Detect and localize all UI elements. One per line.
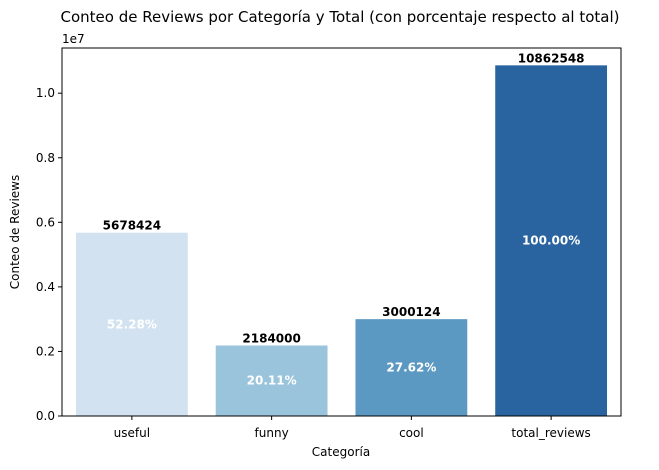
x-tick-label: useful xyxy=(114,426,150,440)
y-axis: 0.0 0.2 0.4 0.6 0.8 1.0 xyxy=(36,86,62,423)
percent-label-funny: 20.11% xyxy=(247,374,297,388)
y-tick-label: 0.4 xyxy=(36,280,55,294)
value-label-funny: 2184000 xyxy=(242,331,300,345)
bar-cool xyxy=(355,319,468,416)
x-tick-label: total_reviews xyxy=(511,426,590,440)
x-tick-label: funny xyxy=(255,426,289,440)
bar-total_reviews xyxy=(495,65,608,416)
y-tick-label: 0.8 xyxy=(36,151,55,165)
bar-funny xyxy=(215,345,328,416)
percent-label-total_reviews: 100.00% xyxy=(522,234,580,248)
y-axis-label: Conteo de Reviews xyxy=(8,175,22,289)
y-tick-label: 0.0 xyxy=(36,409,55,423)
y-tick-label: 0.6 xyxy=(36,215,55,229)
y-axis-offset-label: 1e7 xyxy=(62,32,85,46)
x-tick-label: cool xyxy=(399,426,424,440)
percent-label-cool: 27.62% xyxy=(386,361,436,375)
chart-title: Conteo de Reviews por Categoría y Total … xyxy=(61,8,620,26)
value-label-useful: 5678424 xyxy=(103,219,161,233)
bar-useful xyxy=(75,232,188,416)
percent-label-useful: 52.28% xyxy=(107,317,157,331)
value-label-total_reviews: 10862548 xyxy=(518,51,585,65)
y-tick-label: 1.0 xyxy=(36,86,55,100)
x-axis-label: Categoría xyxy=(312,445,370,459)
y-tick-label: 0.2 xyxy=(36,344,55,358)
bars-group: 5678424 52.28% 2184000 20.11% 3000124 27.62% 1… xyxy=(75,51,608,416)
value-label-cool: 3000124 xyxy=(382,305,440,319)
plot-frame xyxy=(61,47,622,417)
x-axis: useful funny cool total_reviews xyxy=(114,416,591,440)
